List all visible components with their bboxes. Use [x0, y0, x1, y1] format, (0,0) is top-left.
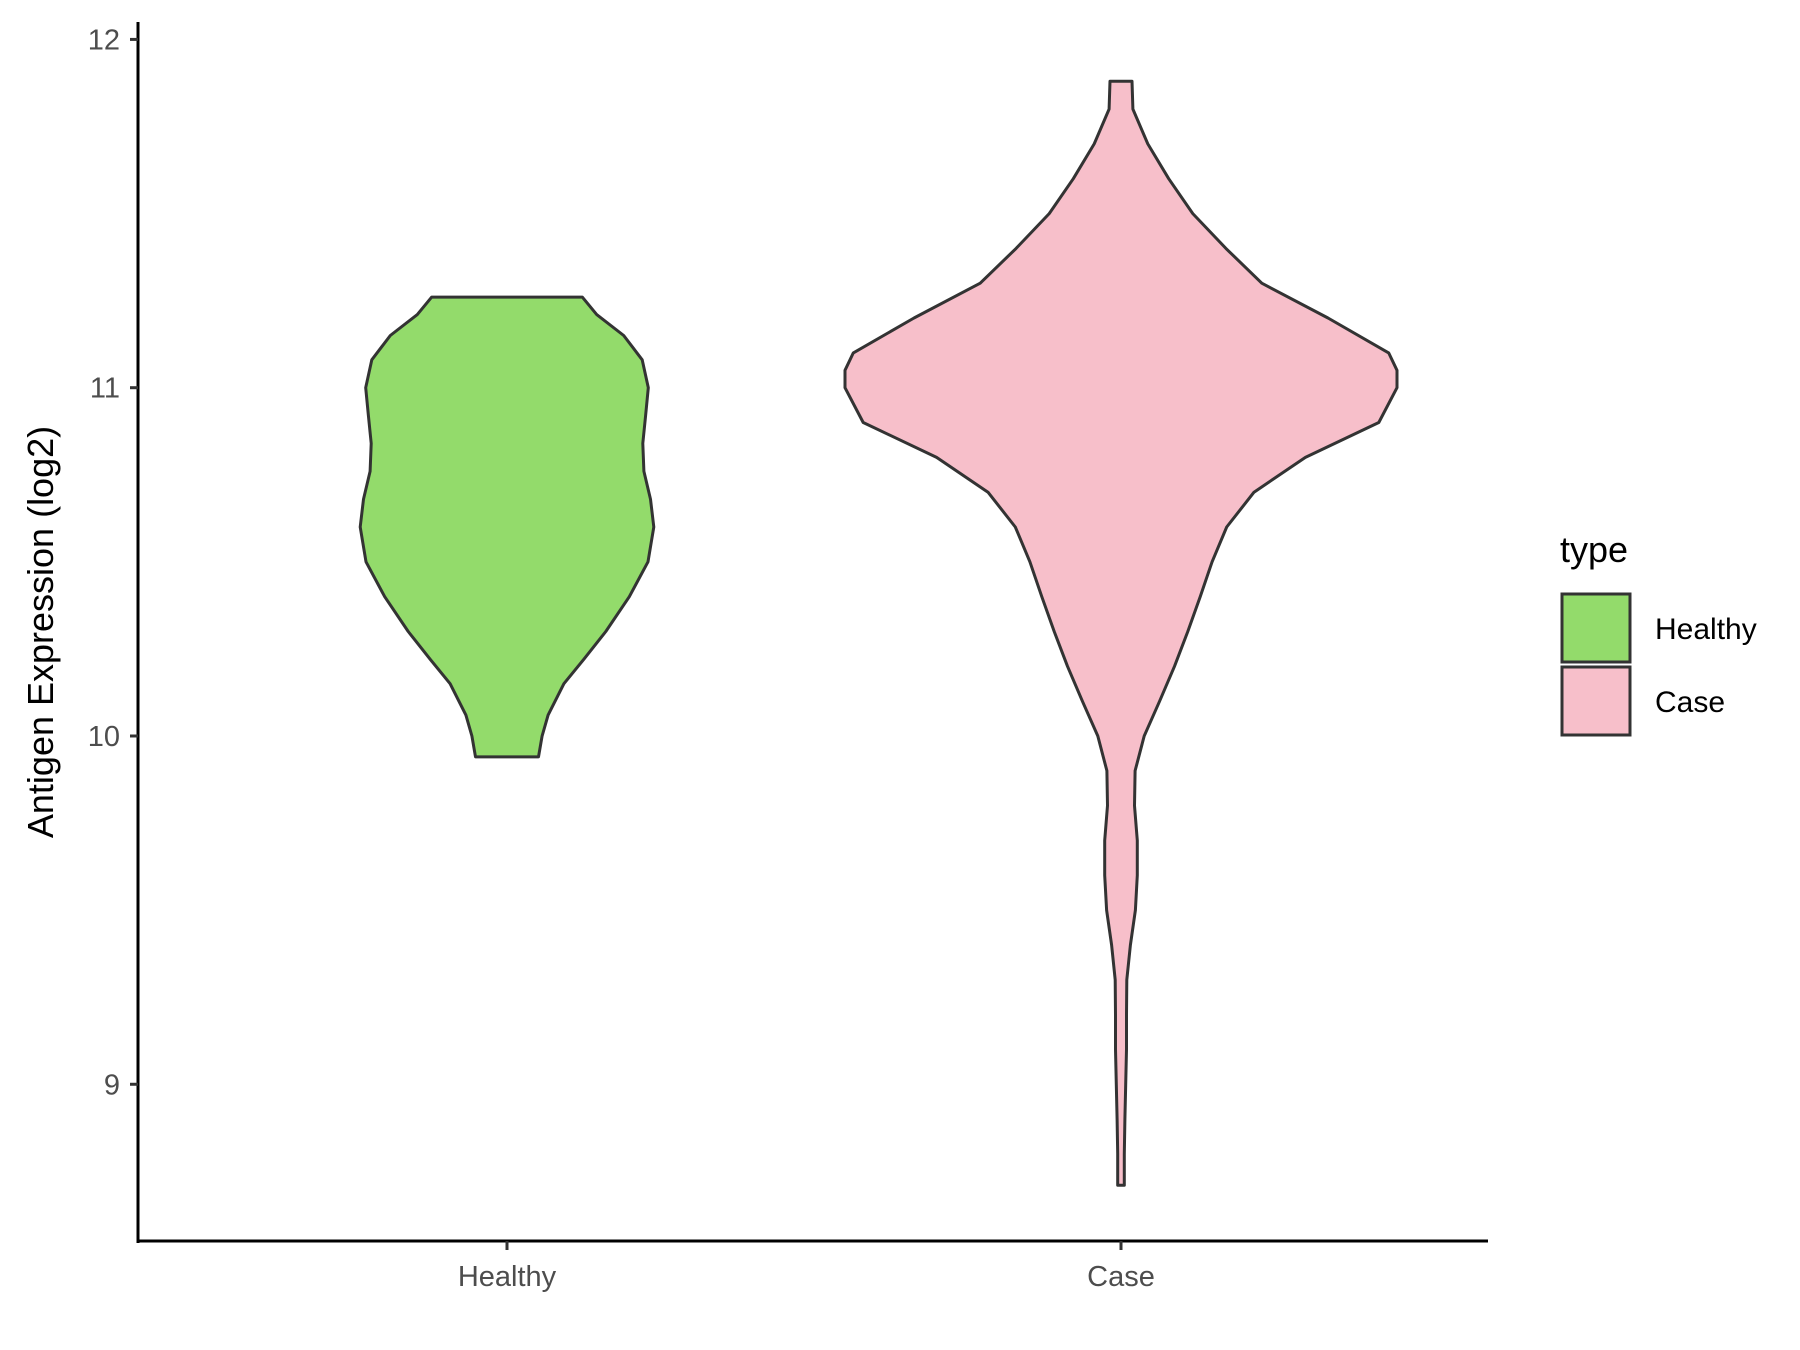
violin-layer: [358, 79, 1399, 1187]
y-tick-label: 12: [88, 24, 120, 56]
y-axis-title: Antigen Expression (log2): [20, 426, 61, 838]
legend: type Healthy Case: [1560, 529, 1757, 737]
legend-swatch-healthy: [1560, 592, 1632, 664]
x-tick-label-healthy: Healthy: [458, 1261, 557, 1293]
x-tick-label-case: Case: [1087, 1261, 1155, 1293]
legend-swatch-case: [1560, 665, 1632, 737]
legend-title: type: [1560, 529, 1628, 570]
violin-healthy: [358, 295, 656, 759]
y-tick-label: 9: [104, 1069, 120, 1101]
y-tick-label: 11: [90, 373, 120, 405]
legend-items: Healthy Case: [1560, 592, 1757, 737]
x-axis-ticks: Healthy Case: [458, 1241, 1155, 1293]
violin-case: [843, 79, 1399, 1187]
y-tick-label: 10: [88, 721, 120, 753]
legend-label-case: Case: [1655, 686, 1725, 719]
y-axis-ticks: 9 10 11 12: [88, 24, 138, 1101]
legend-label-healthy: Healthy: [1655, 613, 1757, 646]
